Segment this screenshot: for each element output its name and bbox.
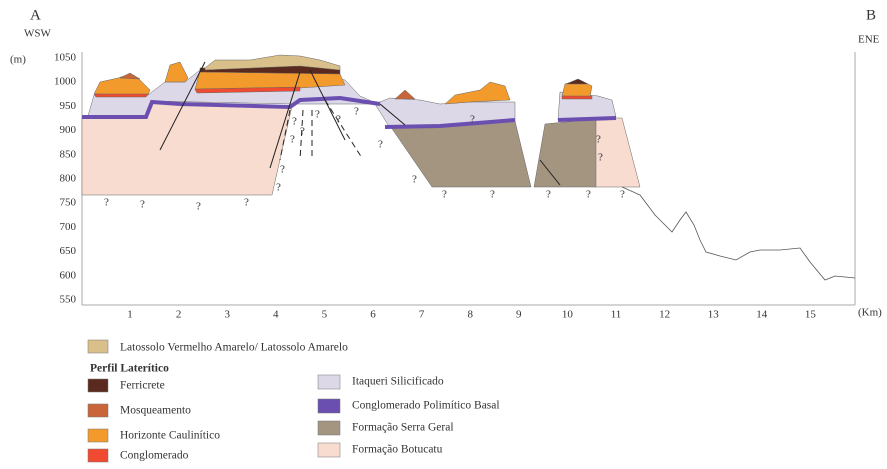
question-mark: ? [412, 174, 417, 186]
x-tick-label: 3 [224, 309, 230, 321]
y-unit: (m) [10, 54, 26, 66]
x-tick-label: 1 [127, 309, 133, 321]
x-tick-label: 5 [322, 309, 328, 321]
x-tick-label: 12 [659, 309, 670, 321]
question-mark: ? [470, 114, 475, 126]
section-end: B [866, 7, 876, 23]
question-mark: ? [620, 189, 625, 201]
legend-label: Ferricrete [120, 380, 165, 392]
x-tick-label: 13 [708, 309, 720, 321]
y-tick-label: 900 [60, 124, 77, 136]
legend-label: Conglomerado Polimítico Basal [352, 400, 500, 412]
y-tick-label: 1050 [54, 52, 77, 64]
question-mark: ? [378, 139, 383, 151]
geology [82, 55, 855, 280]
legend-label: Itaqueri Silicificado [352, 376, 444, 388]
question-mark: ? [140, 199, 145, 211]
x-unit: (Km) [858, 307, 882, 319]
legend-label: Mosqueamento [120, 405, 191, 417]
legend-label: Horizonte Caulinítico [120, 430, 220, 442]
y-tick-label: 550 [60, 294, 77, 306]
y-tick-label: 700 [60, 221, 77, 233]
legend-label: Conglomerado [120, 450, 189, 462]
y-tick-label: 650 [60, 245, 77, 257]
question-mark: ? [290, 134, 295, 146]
question-mark: ? [292, 116, 297, 128]
x-tick-label: 7 [419, 309, 425, 321]
question-mark: ? [244, 197, 249, 209]
x-tick-label: 10 [562, 309, 574, 321]
question-mark: ? [442, 189, 447, 201]
y-tick-label: 750 [60, 197, 77, 209]
question-mark: ? [354, 106, 359, 118]
cross-section: A WSW B ENE (m) (Km) [0, 0, 887, 464]
question-mark: ? [315, 109, 320, 121]
y-tick-label: 600 [60, 269, 77, 281]
question-mark: ? [598, 152, 603, 164]
x-tick-label: 8 [467, 309, 473, 321]
direction-right: ENE [858, 34, 880, 46]
question-mark: ? [104, 197, 109, 209]
x-tick-label: 15 [805, 309, 817, 321]
y-tick-label: 1000 [54, 76, 77, 88]
legend-label: Formação Serra Geral [352, 422, 454, 434]
question-mark: ? [490, 189, 495, 201]
question-mark: ? [300, 126, 305, 138]
question-mark: ? [596, 134, 601, 146]
question-mark: ? [280, 164, 285, 176]
direction-left: WSW [24, 28, 52, 40]
legend-swatches [88, 340, 340, 462]
legend-heading: Perfil Laterítico [90, 363, 169, 375]
x-tick-label: 4 [273, 309, 279, 321]
legend-label: Latossolo Vermelho Amarelo/ Latossolo Am… [120, 342, 348, 354]
legend-label: Formação Botucatu [352, 444, 443, 456]
question-mark: ? [196, 201, 201, 213]
question-mark: ? [336, 114, 341, 126]
y-tick-label: 850 [60, 148, 77, 160]
y-tick-label: 800 [60, 173, 77, 185]
x-tick-label: 6 [370, 309, 376, 321]
x-tick-label: 11 [611, 309, 622, 321]
x-tick-label: 9 [516, 309, 522, 321]
section-start: A [30, 7, 41, 23]
x-tick-label: 2 [176, 309, 182, 321]
question-mark: ? [586, 189, 591, 201]
question-mark: ? [546, 189, 551, 201]
question-mark: ? [276, 182, 281, 194]
y-tick-label: 950 [60, 100, 77, 112]
x-tick-label: 14 [756, 309, 768, 321]
